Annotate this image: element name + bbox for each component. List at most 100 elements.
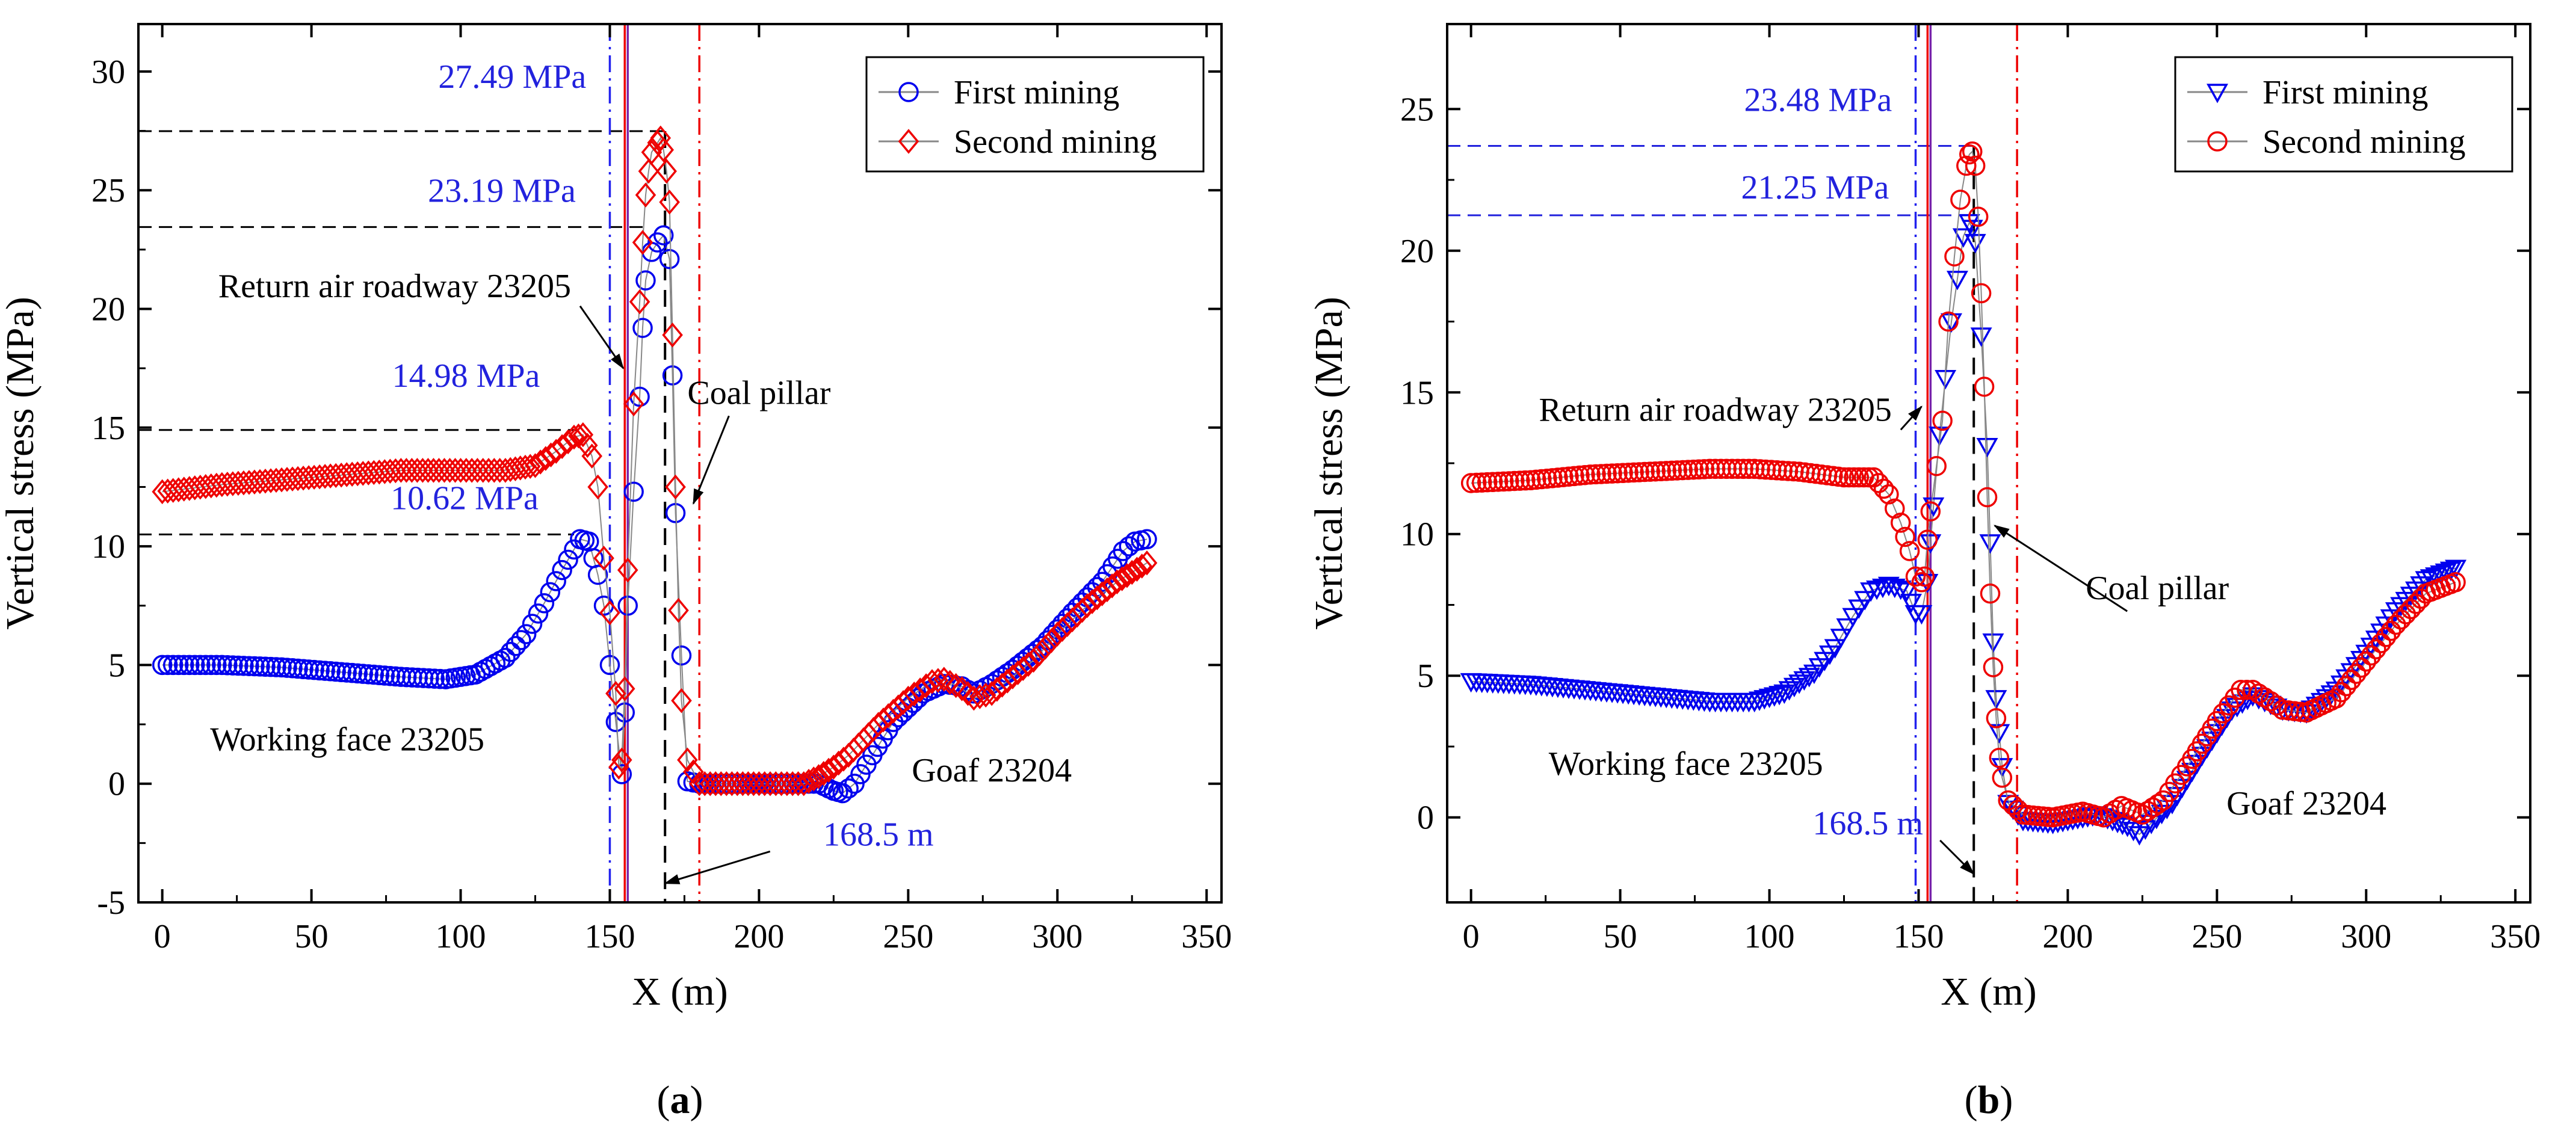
legend-marker <box>898 82 919 102</box>
data-point <box>2356 651 2377 672</box>
data-point <box>1711 458 1731 479</box>
data-point <box>261 656 281 677</box>
data-point <box>1793 671 1815 691</box>
data-point <box>325 463 347 488</box>
data-point <box>424 668 445 689</box>
data-point <box>206 472 227 498</box>
data-point <box>217 472 238 497</box>
data-point <box>271 657 292 678</box>
data-point <box>157 478 178 504</box>
data-point <box>1613 463 1633 484</box>
data-point <box>1569 465 1590 486</box>
legend: First mining Second mining <box>2174 56 2513 173</box>
data-point <box>2425 567 2447 587</box>
data-point <box>1728 458 1748 479</box>
data-point <box>265 467 287 493</box>
data-point <box>1985 690 2007 710</box>
data-point <box>374 665 395 686</box>
data-point <box>611 764 632 784</box>
data-point <box>1753 690 1776 710</box>
y-tick-label: 10 <box>1400 516 1434 553</box>
data-point <box>525 453 546 478</box>
data-point <box>1980 583 2001 604</box>
data-point <box>1688 459 1710 480</box>
data-point <box>1107 569 1128 595</box>
data-point <box>2351 658 2371 678</box>
data-point <box>1873 478 1894 499</box>
data-point <box>563 424 585 450</box>
chart-panel-a: 0 50 100 150 200 250 300 350 -5 0 5 10 15 20 25 30 X (m)… <box>0 23 1232 1122</box>
legend-box <box>865 56 1205 173</box>
data-point <box>1798 668 1820 688</box>
data-point <box>1944 246 1965 267</box>
data-point <box>530 449 551 475</box>
x-tick-label: 0 <box>1463 918 1480 955</box>
data-point <box>1672 460 1693 481</box>
data-point <box>331 662 351 682</box>
data-point <box>222 471 244 496</box>
data-point <box>823 754 844 780</box>
data-point <box>535 446 557 471</box>
data-point <box>1510 470 1530 491</box>
data-point <box>581 443 602 469</box>
x-tick-label: 250 <box>883 918 933 955</box>
data-point <box>2290 701 2311 723</box>
legend-label: First mining <box>2262 74 2428 111</box>
annotation-arrow <box>1900 405 1923 431</box>
data-point <box>347 461 368 487</box>
panel-label: (b) <box>1965 1078 2013 1122</box>
data-point <box>2366 639 2386 660</box>
data-point <box>522 614 543 634</box>
data-point <box>1101 573 1123 599</box>
data-point <box>255 656 276 677</box>
data-point <box>788 771 809 797</box>
data-point <box>1783 677 1805 698</box>
data-point <box>1854 591 1876 611</box>
data-point <box>927 668 949 693</box>
data-point <box>211 472 233 498</box>
data-point <box>2142 797 2163 818</box>
data-point <box>152 655 173 676</box>
data-point <box>2331 682 2352 703</box>
data-point <box>951 676 972 701</box>
stress-value-label: 21.25 MPa <box>1741 169 1889 206</box>
data-point <box>1871 578 1894 599</box>
data-point <box>1607 463 1628 484</box>
data-point <box>1618 463 1639 483</box>
y-tick-label: 10 <box>91 528 125 565</box>
data-point <box>2371 633 2391 653</box>
data-point <box>1824 639 1846 659</box>
data-point <box>1553 467 1574 487</box>
data-point <box>407 667 428 688</box>
data-point <box>2237 680 2257 700</box>
data-point <box>1761 460 1782 480</box>
data-point <box>358 664 379 685</box>
stress-value-label: 27.49 MPa <box>438 58 586 96</box>
data-point <box>430 668 451 689</box>
data-point <box>233 656 254 676</box>
y-axis-label: Vertical stress (MPa) <box>1307 297 1351 630</box>
data-point <box>1564 466 1584 487</box>
data-point <box>200 473 222 499</box>
data-point <box>1537 468 1557 489</box>
data-point <box>534 593 555 614</box>
data-point <box>587 474 608 500</box>
data-point <box>1052 614 1073 634</box>
annotation-arrow <box>692 415 730 505</box>
data-point <box>1586 464 1606 485</box>
data-point <box>1482 472 1503 493</box>
x-tick-label: 300 <box>1032 918 1083 955</box>
data-point <box>385 458 406 484</box>
data-point <box>1989 748 2010 768</box>
stress-value-label: 10.62 MPa <box>391 479 539 517</box>
series-second-mining <box>1460 141 2466 828</box>
data-point <box>1531 469 1552 490</box>
data-point <box>1866 581 1888 600</box>
data-point <box>599 655 620 676</box>
data-point <box>1899 541 1920 561</box>
data-point <box>157 655 178 676</box>
data-point <box>489 458 510 483</box>
data-point <box>1057 608 1078 629</box>
data-point <box>939 670 961 695</box>
data-point <box>266 657 286 677</box>
